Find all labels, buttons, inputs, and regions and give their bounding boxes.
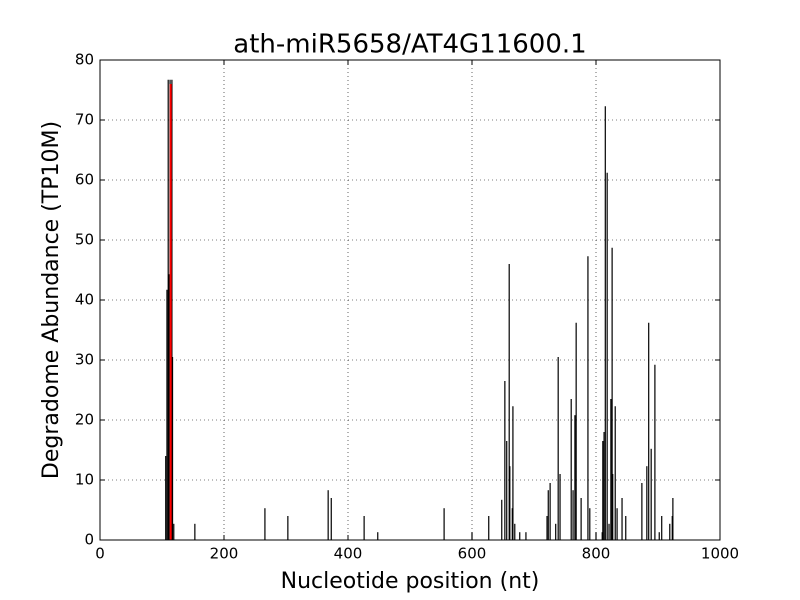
y-tick-label: 20 — [75, 411, 94, 429]
x-axis-label: Nucleotide position (nt) — [281, 569, 540, 594]
x-tick-label: 600 — [458, 545, 487, 563]
y-tick-label: 40 — [75, 291, 94, 309]
x-tick-label: 200 — [210, 545, 239, 563]
plot-frame — [99, 59, 721, 541]
x-tick-label: 1000 — [701, 545, 739, 563]
y-tick-label: 80 — [75, 51, 94, 69]
x-tick-label: 800 — [582, 545, 611, 563]
y-tick-label: 30 — [75, 351, 94, 369]
y-tick-label: 70 — [75, 111, 94, 129]
y-tick-label: 10 — [75, 471, 94, 489]
y-tick-label: 0 — [84, 531, 94, 549]
chart-title: ath-miR5658/AT4G11600.1 — [233, 30, 586, 60]
y-tick-label: 50 — [75, 231, 94, 249]
x-tick-label: 400 — [334, 545, 363, 563]
x-tick-label: 0 — [95, 545, 105, 563]
y-axis-label: Degradome Abundance (TP10M) — [39, 121, 64, 479]
y-tick-label: 60 — [75, 171, 94, 189]
